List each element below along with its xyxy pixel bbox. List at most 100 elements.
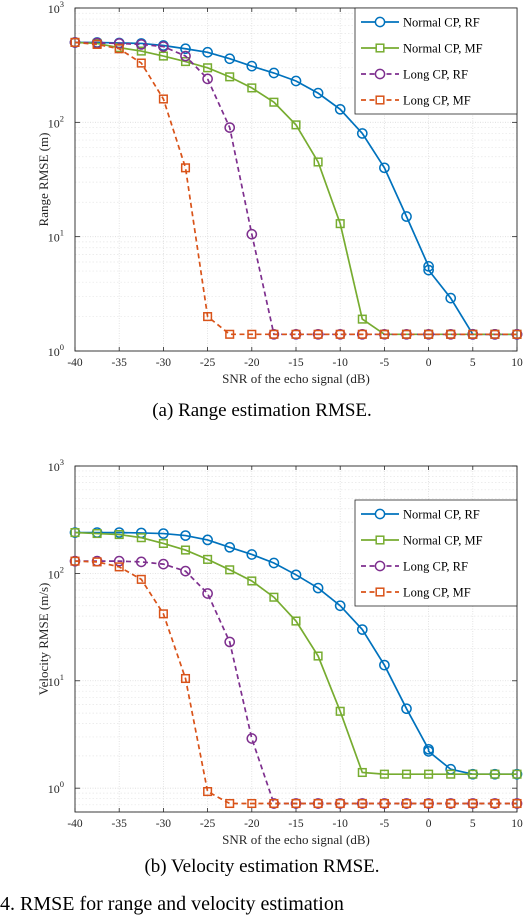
data-point [70, 37, 80, 47]
data-point [202, 588, 213, 599]
data-point [247, 576, 257, 586]
data-point [224, 636, 236, 648]
data-point [512, 769, 522, 779]
legend: Normal CP, RF Normal CP, MF Long CP, RF Lon… [354, 499, 518, 607]
y-tick-label: 101 [48, 228, 64, 245]
data-point [401, 329, 412, 339]
y-axis-label: Range RMSE (m) [36, 133, 51, 227]
data-point [379, 798, 389, 809]
series-normal_mf [70, 528, 522, 779]
y-tick-label: 103 [48, 457, 64, 474]
data-point [180, 163, 191, 173]
data-point [158, 94, 168, 104]
y-tick-label: 102 [48, 564, 64, 581]
data-point [180, 530, 191, 541]
y-tick-label: 102 [48, 113, 64, 130]
data-point [312, 582, 324, 594]
data-point [291, 120, 301, 130]
x-tick-label: -25 [200, 357, 216, 369]
data-point [446, 769, 456, 779]
data-point [269, 329, 279, 339]
x-tick-label: -5 [380, 357, 390, 369]
y-tick-label: 101 [48, 672, 64, 689]
data-point [467, 328, 479, 340]
data-point [424, 769, 434, 779]
x-tick-label: -10 [333, 818, 349, 830]
data-point [335, 706, 345, 716]
data-point [335, 219, 345, 229]
data-point [468, 329, 478, 339]
data-point [334, 103, 346, 115]
data-point [334, 600, 346, 612]
data-point [268, 557, 280, 569]
y-tick-label: 103 [48, 0, 64, 16]
data-point [113, 527, 125, 538]
data-point [246, 228, 258, 240]
data-point [356, 624, 368, 635]
data-point [225, 798, 235, 809]
legend-marker [375, 535, 385, 545]
series-long_mf [70, 37, 522, 339]
data-point [246, 60, 258, 72]
x-tick-label: -40 [67, 357, 83, 369]
y-tick-label: 100 [48, 779, 64, 796]
legend-label: Normal CP, MF [403, 42, 483, 56]
data-point [246, 549, 258, 560]
data-point [291, 616, 301, 626]
x-tick-label: 0 [426, 818, 432, 830]
data-point [312, 87, 324, 99]
x-axis-label: SNR of the echo signal (dB) [222, 832, 370, 847]
data-point [379, 769, 389, 779]
data-point [203, 312, 213, 322]
data-point [92, 557, 102, 567]
series-line [75, 41, 517, 336]
legend-marker [374, 508, 386, 520]
data-point [446, 798, 456, 809]
data-point [312, 328, 324, 340]
x-tick-label: -25 [200, 818, 216, 830]
series-line [74, 560, 517, 805]
legend-label: Long CP, RF [403, 68, 468, 82]
data-point [335, 329, 345, 339]
data-point [490, 329, 500, 339]
data-point [356, 798, 368, 809]
data-point [490, 798, 500, 809]
data-point [158, 609, 168, 619]
x-tick-label: -30 [156, 357, 172, 369]
caption-range: (a) Range estimation RMSE. [152, 400, 372, 421]
data-point [468, 769, 478, 779]
legend: Normal CP, RF Normal CP, MF Long CP, RF Lon… [354, 7, 518, 115]
data-point [158, 51, 168, 61]
data-point [224, 53, 236, 65]
data-point [467, 798, 479, 809]
data-point [202, 46, 213, 58]
data-point [269, 97, 279, 107]
data-point [468, 798, 478, 809]
x-tick-label: 5 [470, 357, 476, 369]
data-point [423, 746, 434, 757]
x-tick-label: 10 [511, 357, 523, 369]
series-line [74, 531, 517, 776]
data-point [180, 50, 191, 62]
data-point [70, 528, 80, 538]
legend-marker [374, 68, 386, 80]
y-tick-label: 100 [48, 342, 64, 359]
data-point [423, 261, 434, 272]
data-point [113, 555, 125, 567]
data-point [401, 703, 412, 715]
data-point [92, 528, 102, 539]
y-axis-label: Velocity RMSE (m/s) [36, 583, 51, 696]
legend-marker [375, 587, 385, 597]
data-point [512, 329, 522, 339]
data-point [379, 162, 390, 174]
data-point [246, 733, 258, 744]
data-point [423, 264, 434, 276]
data-point [180, 43, 191, 55]
data-point [92, 39, 102, 49]
x-tick-label: -35 [112, 357, 128, 369]
legend-marker [374, 560, 386, 572]
data-point [158, 528, 169, 539]
data-point [401, 798, 412, 809]
data-point [291, 329, 301, 339]
